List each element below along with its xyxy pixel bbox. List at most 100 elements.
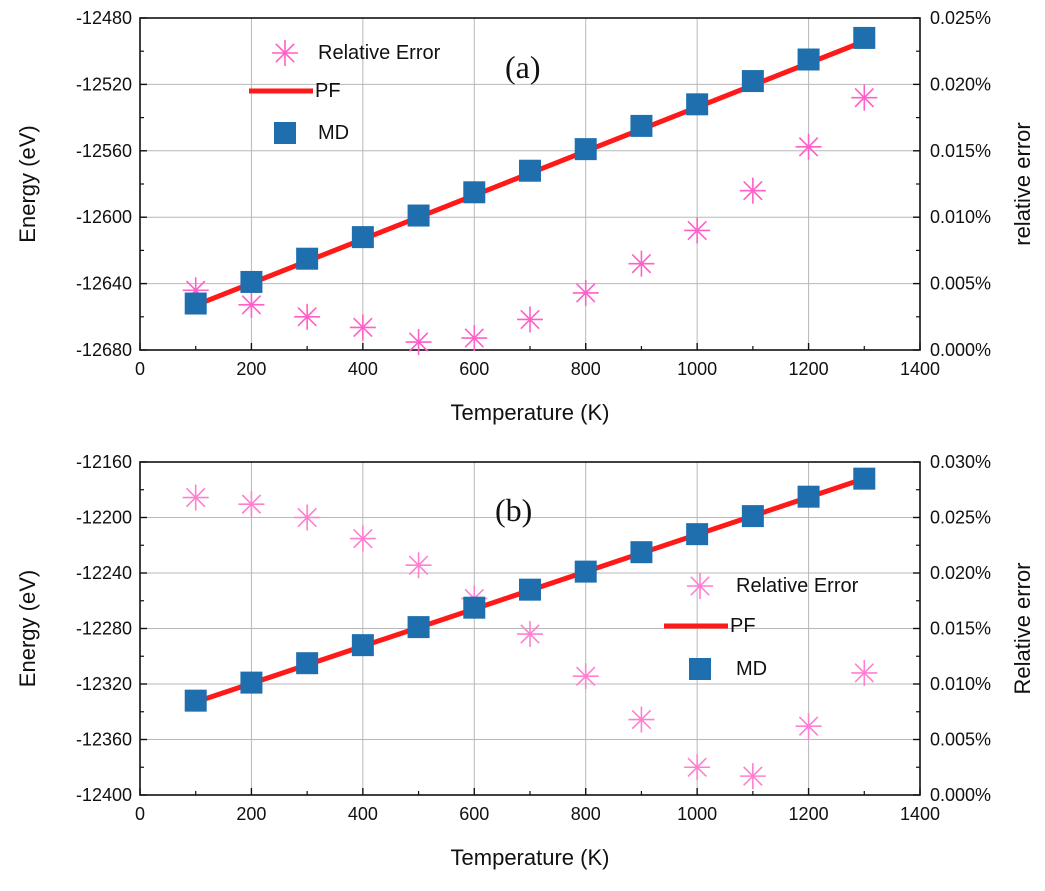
error-point (238, 291, 265, 318)
md-point (519, 159, 541, 182)
y-tick-label: -12680 (76, 340, 132, 360)
y-tick-label: -12400 (76, 785, 132, 805)
md-point (630, 541, 653, 564)
error-point (739, 177, 766, 204)
legend-label: MD (318, 122, 349, 144)
legend-star-icon (687, 573, 713, 599)
x-tick-label: 400 (348, 804, 378, 824)
md-point (463, 596, 486, 619)
md-point (407, 204, 430, 227)
series-md (184, 26, 876, 315)
error-point (405, 329, 432, 356)
y2-axis-title: relative error (1010, 122, 1035, 245)
error-point (517, 306, 543, 333)
x-axis-title: Temperature (K) (451, 845, 610, 870)
panel-b: 0 200 400 600 800 1000 1200 1400 -12400 -12360 -12… (15, 452, 1035, 870)
error-point (628, 706, 655, 733)
y-tick-label: -12360 (76, 730, 132, 750)
error-point (238, 491, 265, 518)
panel-label: (a) (505, 49, 541, 85)
y2-tick-label: 0.015% (930, 141, 991, 161)
md-point (686, 523, 709, 546)
legend-label: PF (315, 80, 341, 102)
legend: Relative Error PF MD (664, 573, 859, 680)
md-point (853, 26, 876, 49)
y2-tick-label: 0.020% (930, 563, 991, 583)
legend-square-icon (689, 658, 711, 680)
x-tick-label: 600 (459, 359, 489, 379)
series-md (184, 467, 876, 712)
x-tick-label: 1400 (900, 804, 940, 824)
x-tick-label: 800 (571, 359, 601, 379)
y2-tick-label: 0.005% (930, 730, 991, 750)
legend-label: Relative Error (736, 575, 859, 597)
md-point (351, 226, 374, 249)
error-point (795, 133, 822, 160)
error-point (572, 279, 599, 306)
y2-tick-label: 0.010% (930, 207, 991, 227)
y2-axis-title: Relative error (1010, 562, 1035, 694)
md-point (741, 70, 764, 93)
y2-tick-label: 0.025% (930, 508, 991, 528)
error-point (517, 621, 543, 648)
md-point (741, 505, 764, 528)
y-tick-label: -12240 (76, 563, 132, 583)
y2-tick-label: 0.000% (930, 785, 991, 805)
legend-label: MD (736, 658, 767, 680)
x-axis-title: Temperature (K) (451, 400, 610, 425)
y-tick-label: -12560 (76, 141, 132, 161)
md-point (296, 247, 319, 270)
y-axis-title: Energy (eV) (15, 125, 40, 242)
y-tick-label: -12280 (76, 619, 132, 639)
error-point (572, 663, 599, 690)
x-tick-label: 200 (236, 804, 266, 824)
x-tick-label: 800 (571, 804, 601, 824)
y-tick-label: -12200 (76, 508, 132, 528)
x-tick-label: 0 (135, 359, 145, 379)
md-point (574, 560, 597, 583)
y-tick-label: -12160 (76, 452, 132, 472)
error-point (182, 484, 209, 511)
md-point (630, 114, 653, 137)
md-point (574, 138, 597, 161)
y-tick-label: -12520 (76, 74, 132, 94)
md-point (351, 634, 374, 657)
x-tick-label: 200 (236, 359, 266, 379)
x-tick-label: 1000 (677, 359, 717, 379)
error-point (461, 325, 488, 352)
error-point (851, 659, 878, 686)
error-point (294, 504, 321, 531)
md-point (463, 181, 486, 204)
error-point (405, 552, 432, 579)
y2-tick-label: 0.005% (930, 274, 991, 294)
y-tick-label: -12600 (76, 207, 132, 227)
legend: Relative Error PF MD (249, 40, 441, 144)
y2-tick-label: 0.030% (930, 452, 991, 472)
x-tick-label: 400 (348, 359, 378, 379)
y2-tick-label: 0.020% (930, 74, 991, 94)
x-tick-label: 0 (135, 804, 145, 824)
md-point (853, 467, 876, 490)
md-point (797, 48, 820, 71)
md-point (184, 689, 207, 712)
y2-tick-label: 0.015% (930, 619, 991, 639)
error-point (684, 754, 711, 781)
y-axis-title: Energy (eV) (15, 570, 40, 687)
series-relative-error (182, 484, 878, 790)
error-point (349, 525, 376, 552)
legend-square-icon (274, 122, 296, 144)
panel-a: 0 200 400 600 800 1000 1200 1400 -12680 -12640 -12… (15, 8, 1035, 425)
x-tick-label: 1200 (789, 804, 829, 824)
y-tick-label: -12320 (76, 674, 132, 694)
md-point (686, 93, 709, 116)
md-point (407, 616, 430, 639)
error-point (739, 763, 766, 790)
legend-star-icon (272, 40, 298, 66)
error-point (294, 303, 321, 330)
legend-label: Relative Error (318, 42, 441, 64)
series-relative-error (182, 84, 878, 356)
md-point (296, 652, 319, 675)
error-point (684, 217, 711, 244)
error-point (851, 84, 878, 111)
